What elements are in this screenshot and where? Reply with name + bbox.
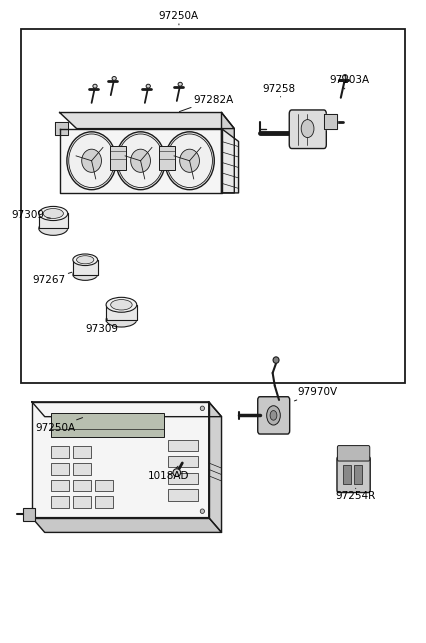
Polygon shape: [32, 402, 222, 417]
Ellipse shape: [106, 312, 137, 327]
Ellipse shape: [273, 357, 279, 363]
Bar: [168, 473, 198, 484]
Text: 97254R: 97254R: [336, 488, 376, 502]
Text: 97250A: 97250A: [35, 417, 83, 433]
Ellipse shape: [73, 254, 98, 266]
Ellipse shape: [270, 411, 277, 421]
Ellipse shape: [167, 134, 213, 188]
Bar: [343, 465, 351, 484]
Ellipse shape: [67, 132, 116, 190]
Text: 97282A: 97282A: [179, 95, 233, 112]
Ellipse shape: [343, 75, 348, 80]
Polygon shape: [222, 129, 239, 193]
Bar: [354, 465, 362, 484]
FancyBboxPatch shape: [258, 397, 290, 434]
Bar: [51, 413, 164, 437]
Text: 1018AD: 1018AD: [147, 466, 189, 481]
Ellipse shape: [178, 82, 182, 86]
Bar: [73, 496, 91, 508]
Ellipse shape: [165, 132, 214, 190]
Ellipse shape: [43, 208, 63, 219]
Bar: [21, 29, 405, 383]
Ellipse shape: [106, 297, 137, 312]
Ellipse shape: [146, 84, 150, 88]
Polygon shape: [209, 402, 222, 532]
Text: 97309: 97309: [86, 319, 119, 334]
Ellipse shape: [39, 206, 68, 221]
Bar: [51, 463, 69, 475]
FancyBboxPatch shape: [289, 110, 326, 149]
Bar: [168, 440, 198, 451]
Polygon shape: [32, 402, 209, 518]
Ellipse shape: [116, 132, 165, 190]
Ellipse shape: [39, 221, 68, 235]
FancyBboxPatch shape: [337, 446, 370, 461]
Ellipse shape: [200, 406, 204, 411]
Polygon shape: [324, 114, 337, 129]
Text: 97103A: 97103A: [329, 75, 369, 89]
Bar: [168, 456, 198, 467]
Ellipse shape: [73, 269, 98, 280]
Bar: [95, 480, 113, 491]
Bar: [51, 446, 69, 458]
Ellipse shape: [118, 134, 164, 188]
Polygon shape: [55, 122, 68, 135]
Polygon shape: [39, 213, 68, 228]
Ellipse shape: [111, 300, 132, 310]
Text: 97309: 97309: [11, 210, 51, 221]
Ellipse shape: [267, 406, 280, 425]
Bar: [73, 463, 91, 475]
Ellipse shape: [112, 77, 116, 80]
Bar: [51, 480, 69, 491]
Ellipse shape: [200, 509, 204, 513]
Polygon shape: [60, 129, 222, 193]
Polygon shape: [106, 305, 137, 320]
Ellipse shape: [82, 149, 101, 172]
Ellipse shape: [180, 149, 199, 172]
Ellipse shape: [173, 469, 181, 476]
FancyBboxPatch shape: [337, 457, 370, 493]
Ellipse shape: [301, 120, 314, 138]
Bar: [110, 146, 126, 170]
Text: 97267: 97267: [32, 272, 72, 285]
Ellipse shape: [131, 149, 150, 172]
Polygon shape: [222, 113, 234, 193]
Bar: [95, 496, 113, 508]
Bar: [23, 508, 35, 521]
Polygon shape: [60, 113, 234, 129]
Bar: [168, 489, 198, 501]
Ellipse shape: [77, 256, 94, 264]
Bar: [73, 446, 91, 458]
Ellipse shape: [93, 84, 97, 88]
Text: 97258: 97258: [262, 84, 296, 97]
Text: 97250A: 97250A: [159, 11, 199, 25]
Bar: [51, 496, 69, 508]
Bar: [73, 480, 91, 491]
Polygon shape: [32, 518, 222, 532]
Text: 97970V: 97970V: [294, 387, 337, 401]
Polygon shape: [73, 260, 98, 275]
Ellipse shape: [69, 134, 115, 188]
Bar: [159, 146, 175, 170]
